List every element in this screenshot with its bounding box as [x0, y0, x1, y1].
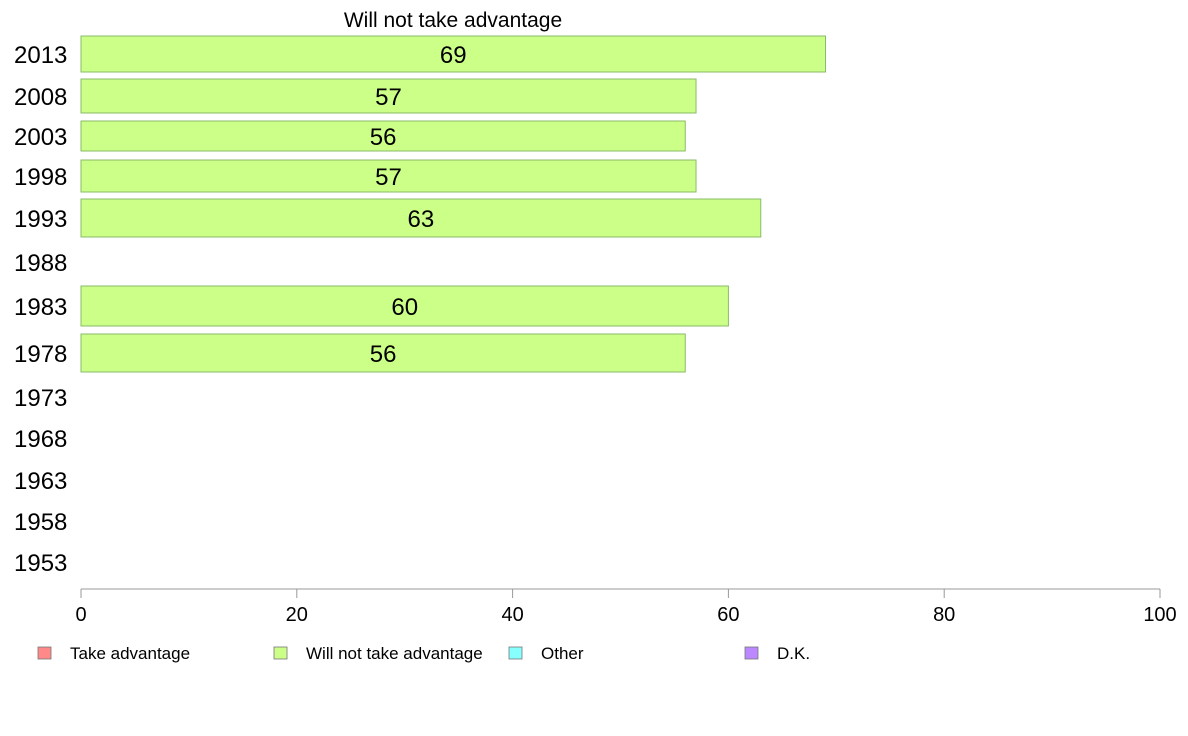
category-label-1963: 1963 [14, 468, 67, 495]
category-label-1968: 1968 [14, 426, 67, 453]
legend-swatch-2 [508, 646, 523, 660]
bar-value-label-2013: 69 [440, 42, 467, 69]
category-label-1988: 1988 [14, 250, 67, 277]
category-label-1983: 1983 [14, 294, 67, 321]
bar-2013 [80, 35, 827, 73]
x-tick-label-0: 0 [75, 604, 86, 626]
category-label-2008: 2008 [14, 84, 67, 111]
bar-value-label-2008: 57 [375, 84, 402, 111]
legend-swatch-0 [37, 646, 52, 660]
legend-swatch-1 [273, 646, 288, 660]
legend-label-3: D.K. [777, 644, 810, 663]
bar-value-label-1993: 63 [408, 206, 435, 233]
x-tick-label-100: 100 [1143, 604, 1176, 626]
x-tick-label-80: 80 [933, 604, 955, 626]
category-label-1973: 1973 [14, 385, 67, 412]
x-axis: 0 20 40 60 80 100 [75, 588, 1177, 626]
legend-label-2: Other [541, 644, 584, 663]
legend-swatch-3 [744, 646, 759, 660]
bar-1978 [80, 333, 686, 373]
bar-value-label-1998: 57 [375, 164, 402, 191]
bar-value-label-1983: 60 [391, 294, 418, 321]
category-label-1958: 1958 [14, 509, 67, 536]
bar-value-label-2003: 56 [370, 124, 397, 151]
x-tick-label-60: 60 [717, 604, 739, 626]
category-label-1953: 1953 [14, 550, 67, 577]
bar-1998 [80, 159, 697, 193]
category-labels: 2013 2008 2003 1998 1993 1988 1983 1978 1973 1968… [14, 42, 67, 577]
x-tick-label-40: 40 [501, 604, 523, 626]
chart-title: Will not take advantage [344, 9, 562, 32]
x-tick-label-20: 20 [286, 604, 308, 626]
legend: Take advantage Will not take advantage Oth… [37, 644, 810, 663]
bar-value-label-1978: 56 [370, 341, 397, 368]
bar-2008 [80, 78, 697, 114]
category-label-2003: 2003 [14, 124, 67, 151]
category-label-1998: 1998 [14, 164, 67, 191]
legend-label-1: Will not take advantage [306, 644, 483, 663]
bar-1993 [80, 198, 762, 238]
bar-1983 [80, 285, 729, 327]
legend-label-0: Take advantage [70, 644, 190, 663]
category-label-2013: 2013 [14, 42, 67, 69]
category-label-1993: 1993 [14, 206, 67, 233]
bar-2003 [80, 120, 686, 152]
category-label-1978: 1978 [14, 341, 67, 368]
